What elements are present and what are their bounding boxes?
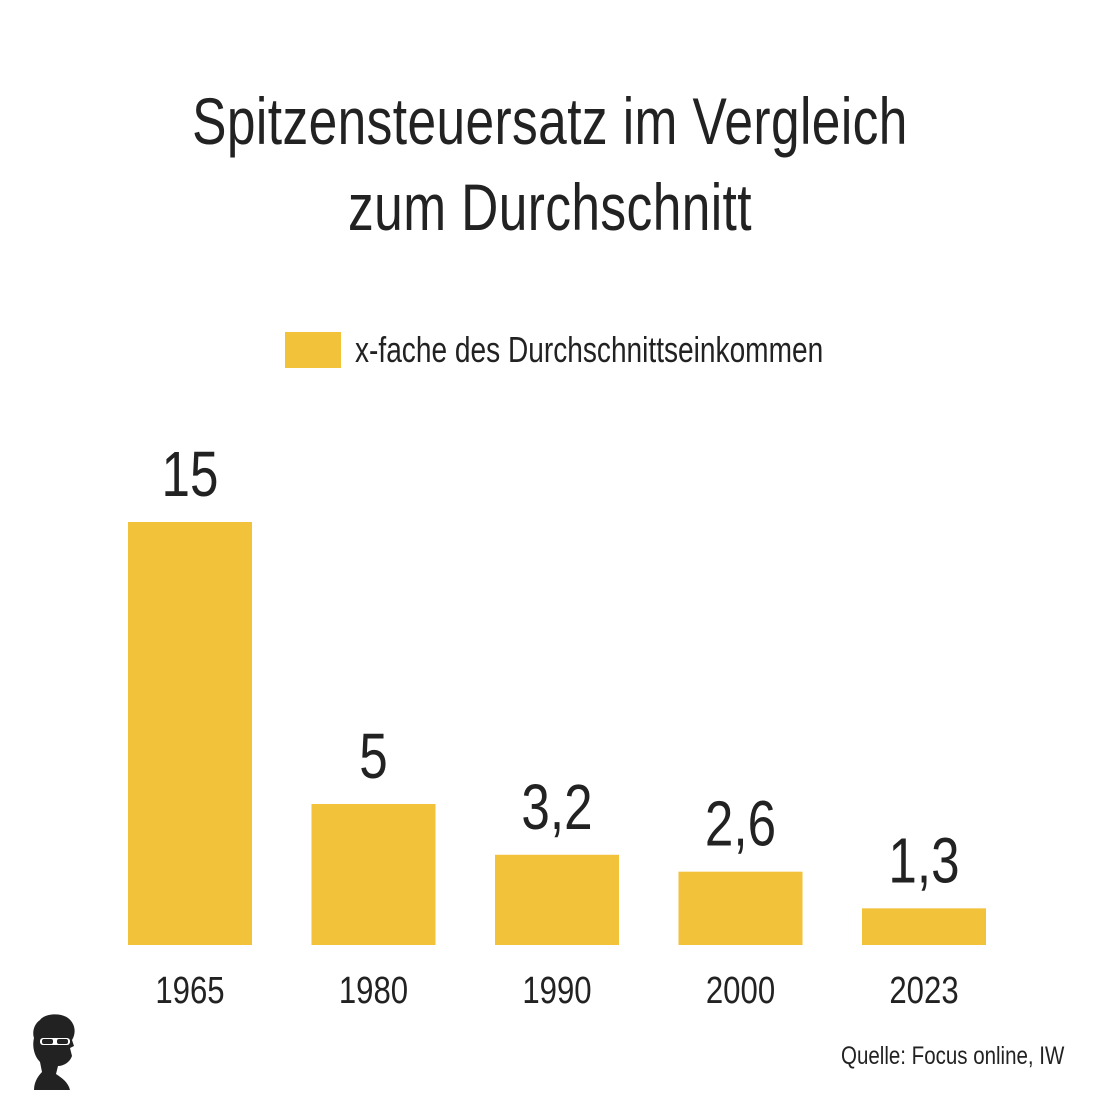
- x-tick-label-1980: 1980: [339, 970, 408, 1012]
- bar-1965: [128, 522, 252, 945]
- source-note: Quelle: Focus online, IW: [840, 1042, 1064, 1070]
- data-label-1965: 15: [162, 440, 219, 511]
- x-tick-label-1965: 1965: [155, 970, 224, 1012]
- bar-1980: [311, 804, 436, 945]
- chart-title: Spitzensteuersatz im Vergleich zum Durch…: [121, 78, 979, 250]
- legend-label: x-fache des Durchschnittseinkommen: [355, 329, 824, 370]
- legend: x-fache des Durchschnittseinkommen: [285, 329, 955, 370]
- x-tick-label-2023: 2023: [889, 970, 958, 1012]
- bar-1990: [495, 854, 619, 945]
- data-label-2000: 2,6: [705, 789, 776, 860]
- person-with-sunglasses-logo-icon: [33, 1014, 75, 1090]
- x-tick-label-1990: 1990: [522, 970, 591, 1012]
- legend-swatch: [285, 332, 341, 368]
- bar-2023: [862, 908, 986, 945]
- bar-2000: [678, 871, 803, 945]
- chart-title-line-2: zum Durchschnitt: [348, 170, 752, 244]
- data-label-2023: 1,3: [888, 826, 959, 897]
- chart-title-line-1: Spitzensteuersatz im Vergleich: [192, 84, 908, 158]
- x-tick-label-2000: 2000: [706, 970, 775, 1012]
- data-label-1980: 5: [359, 722, 387, 793]
- data-label-1990: 3,2: [521, 772, 592, 843]
